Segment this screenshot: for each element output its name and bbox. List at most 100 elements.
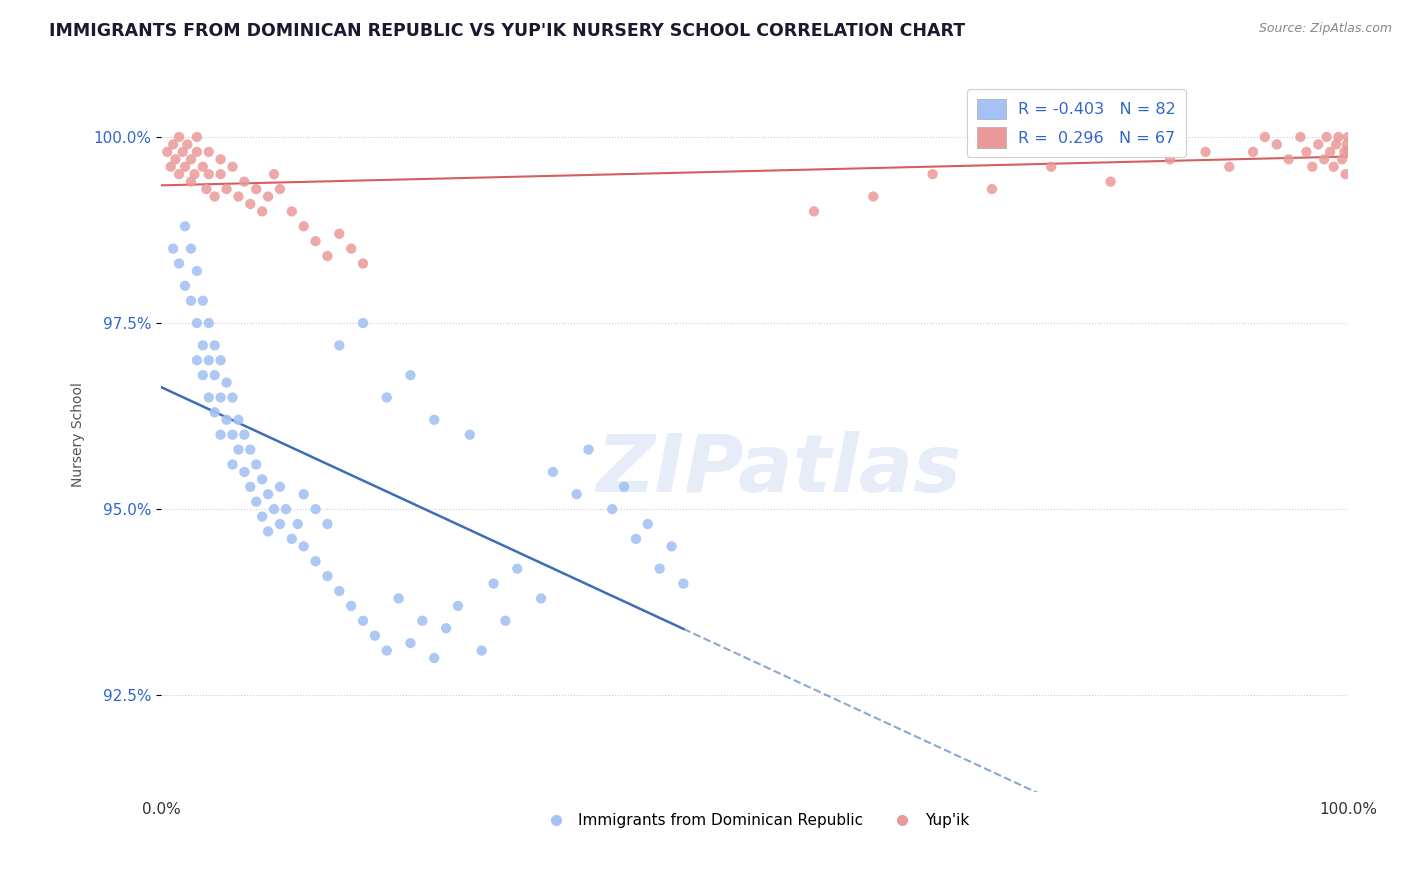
Point	[191, 293, 214, 308]
Point	[1336, 137, 1358, 152]
Point	[215, 413, 238, 427]
Point	[292, 219, 315, 234]
Point	[328, 338, 350, 352]
Point	[215, 182, 238, 196]
Point	[221, 391, 243, 405]
Point	[423, 651, 446, 665]
Point	[186, 130, 208, 145]
Point	[1159, 153, 1181, 167]
Point	[250, 472, 273, 486]
Point	[269, 516, 291, 531]
Point	[204, 405, 226, 419]
Point	[162, 242, 184, 256]
Point	[287, 516, 309, 531]
Point	[1316, 130, 1339, 145]
Point	[204, 338, 226, 352]
Point	[274, 502, 297, 516]
Point	[250, 509, 273, 524]
Point	[239, 480, 262, 494]
Point	[600, 502, 623, 516]
Point	[204, 368, 226, 383]
Point	[292, 487, 315, 501]
Point	[209, 167, 232, 181]
Point	[156, 145, 179, 159]
Point	[209, 427, 232, 442]
Point	[375, 643, 398, 657]
Point	[1289, 130, 1312, 145]
Point	[174, 278, 197, 293]
Point	[215, 376, 238, 390]
Point	[209, 391, 232, 405]
Point	[174, 219, 197, 234]
Point	[250, 204, 273, 219]
Point	[1099, 175, 1122, 189]
Point	[209, 353, 232, 368]
Point	[245, 458, 267, 472]
Point	[624, 532, 647, 546]
Point	[174, 160, 197, 174]
Point	[458, 427, 481, 442]
Point	[239, 197, 262, 211]
Point	[637, 516, 659, 531]
Point	[197, 391, 219, 405]
Point	[221, 160, 243, 174]
Point	[180, 293, 202, 308]
Point	[304, 234, 326, 248]
Point	[269, 480, 291, 494]
Point	[263, 502, 285, 516]
Point	[471, 643, 494, 657]
Point	[375, 391, 398, 405]
Point	[672, 576, 695, 591]
Point	[180, 175, 202, 189]
Point	[1313, 153, 1336, 167]
Point	[921, 167, 943, 181]
Point	[186, 353, 208, 368]
Point	[411, 614, 433, 628]
Point	[167, 256, 190, 270]
Point	[1040, 160, 1063, 174]
Point	[447, 599, 470, 613]
Point	[316, 249, 339, 263]
Point	[221, 427, 243, 442]
Point	[162, 137, 184, 152]
Point	[233, 427, 256, 442]
Point	[191, 368, 214, 383]
Point	[176, 137, 198, 152]
Point	[328, 584, 350, 599]
Point	[304, 554, 326, 568]
Point	[233, 465, 256, 479]
Point	[209, 153, 232, 167]
Point	[228, 413, 250, 427]
Point	[1334, 167, 1357, 181]
Point	[1194, 145, 1216, 159]
Point	[191, 338, 214, 352]
Point	[204, 189, 226, 203]
Point	[1337, 130, 1360, 145]
Point	[228, 189, 250, 203]
Point	[862, 189, 884, 203]
Point	[1254, 130, 1277, 145]
Point	[328, 227, 350, 241]
Point	[1333, 145, 1355, 159]
Point	[1327, 130, 1350, 145]
Point	[233, 175, 256, 189]
Point	[1301, 160, 1323, 174]
Text: ZIPatlas: ZIPatlas	[596, 432, 960, 509]
Point	[239, 442, 262, 457]
Point	[399, 368, 422, 383]
Point	[228, 442, 250, 457]
Point	[482, 576, 505, 591]
Point	[803, 204, 825, 219]
Point	[1295, 145, 1317, 159]
Point	[1330, 153, 1353, 167]
Point	[981, 182, 1004, 196]
Point	[1324, 137, 1347, 152]
Point	[257, 487, 280, 501]
Point	[352, 256, 374, 270]
Point	[167, 130, 190, 145]
Point	[292, 539, 315, 553]
Point	[399, 636, 422, 650]
Point	[506, 562, 529, 576]
Point	[180, 242, 202, 256]
Point	[352, 316, 374, 330]
